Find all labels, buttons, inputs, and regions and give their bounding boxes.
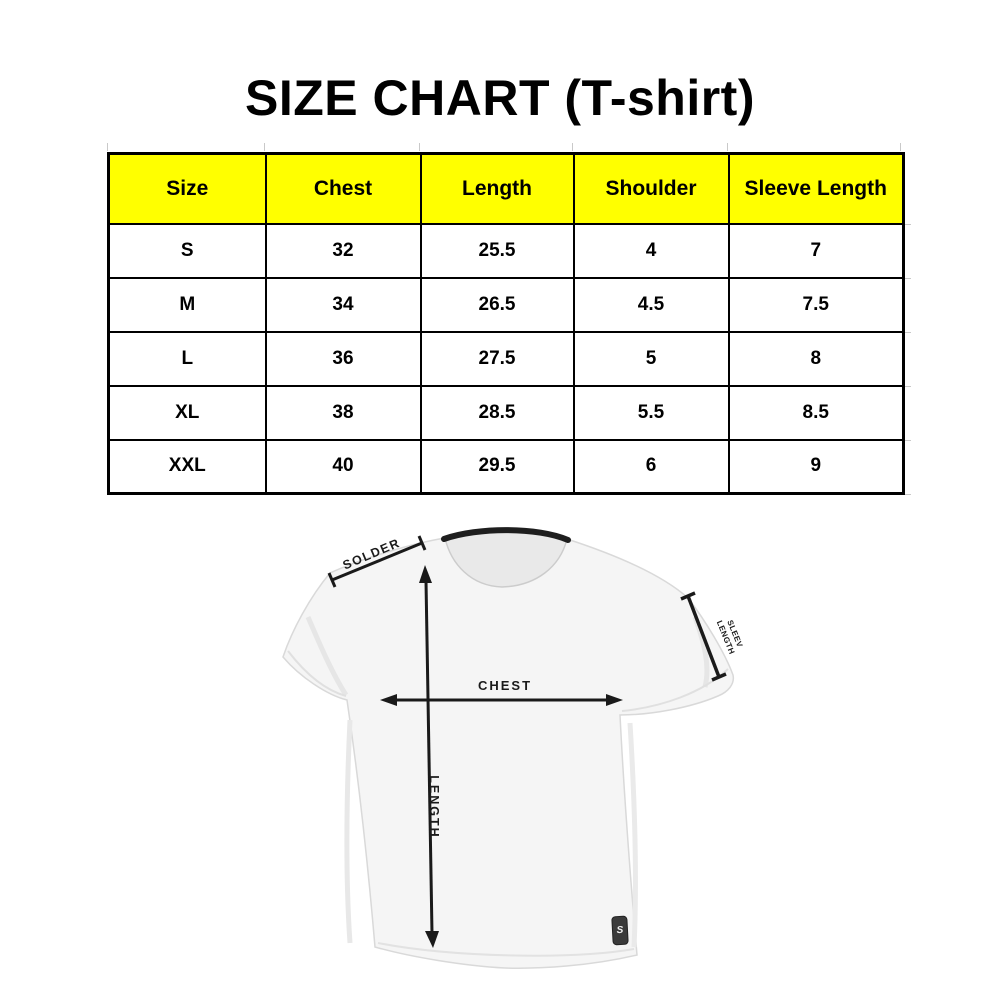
page-title: SIZE CHART (T-shirt) bbox=[245, 70, 755, 126]
gridline-tick bbox=[903, 386, 911, 387]
gridline-tick bbox=[264, 143, 265, 151]
gridline-tick bbox=[903, 278, 911, 279]
gridline-tick bbox=[572, 143, 573, 151]
column-header-length: Length bbox=[419, 152, 575, 225]
cell-shoulder: 4 bbox=[572, 222, 730, 279]
shoulder-dimension-line bbox=[327, 535, 427, 588]
chest-arrow bbox=[380, 694, 623, 706]
cell-length: 26.5 bbox=[419, 276, 575, 333]
cell-shoulder: 6 bbox=[572, 438, 730, 495]
cell-chest: 40 bbox=[264, 438, 422, 495]
column-header-shoulder: Shoulder bbox=[572, 152, 730, 225]
cell-sleeve-length: 8 bbox=[727, 330, 905, 387]
length-arrow bbox=[419, 565, 439, 948]
cell-sleeve-length: 7.5 bbox=[727, 276, 905, 333]
cell-chest: 34 bbox=[264, 276, 422, 333]
size-table: Size Chest Length Shoulder Sleeve Length… bbox=[107, 152, 905, 495]
gridline-tick bbox=[107, 143, 108, 151]
cell-chest: 38 bbox=[264, 384, 422, 441]
cell-length: 29.5 bbox=[419, 438, 575, 495]
cell-length: 28.5 bbox=[419, 384, 575, 441]
column-header-sleeve-length: Sleeve Length bbox=[727, 152, 905, 225]
table-row: L 36 27.5 5 8 bbox=[107, 330, 905, 387]
gridline-tick bbox=[419, 143, 420, 151]
gridline-tick bbox=[900, 143, 901, 151]
tshirt-collar-band bbox=[441, 527, 571, 543]
cell-size: XXL bbox=[107, 438, 267, 495]
table-header-row: Size Chest Length Shoulder Sleeve Length bbox=[107, 152, 905, 225]
sleeve-dimension-line bbox=[680, 591, 727, 682]
cell-size: S bbox=[107, 222, 267, 279]
brand-logo-tag-icon: S bbox=[611, 915, 629, 946]
column-header-chest: Chest bbox=[264, 152, 422, 225]
gridline-tick bbox=[727, 143, 728, 151]
length-measure-label: LENGTH bbox=[427, 775, 441, 839]
gridline-tick bbox=[903, 494, 911, 495]
cell-shoulder: 5.5 bbox=[572, 384, 730, 441]
cell-size: M bbox=[107, 276, 267, 333]
cell-chest: 32 bbox=[264, 222, 422, 279]
cell-length: 25.5 bbox=[419, 222, 575, 279]
cell-length: 27.5 bbox=[419, 330, 575, 387]
cell-shoulder: 5 bbox=[572, 330, 730, 387]
gridline-tick bbox=[903, 440, 911, 441]
cell-size: L bbox=[107, 330, 267, 387]
chest-measure-label: CHEST bbox=[477, 678, 533, 693]
gridline-tick bbox=[903, 332, 911, 333]
cell-size: XL bbox=[107, 384, 267, 441]
table-row: S 32 25.5 4 7 bbox=[107, 222, 905, 279]
gridline-tick bbox=[903, 224, 911, 225]
table-row: XL 38 28.5 5.5 8.5 bbox=[107, 384, 905, 441]
cell-chest: 36 bbox=[264, 330, 422, 387]
cell-sleeve-length: 8.5 bbox=[727, 384, 905, 441]
tshirt-diagram-graphic bbox=[282, 527, 735, 969]
cell-shoulder: 4.5 bbox=[572, 276, 730, 333]
cell-sleeve-length: 9 bbox=[727, 438, 905, 495]
cell-sleeve-length: 7 bbox=[727, 222, 905, 279]
table-row: XXL 40 29.5 6 9 bbox=[107, 438, 905, 495]
table-row: M 34 26.5 4.5 7.5 bbox=[107, 276, 905, 333]
column-header-size: Size bbox=[107, 152, 267, 225]
